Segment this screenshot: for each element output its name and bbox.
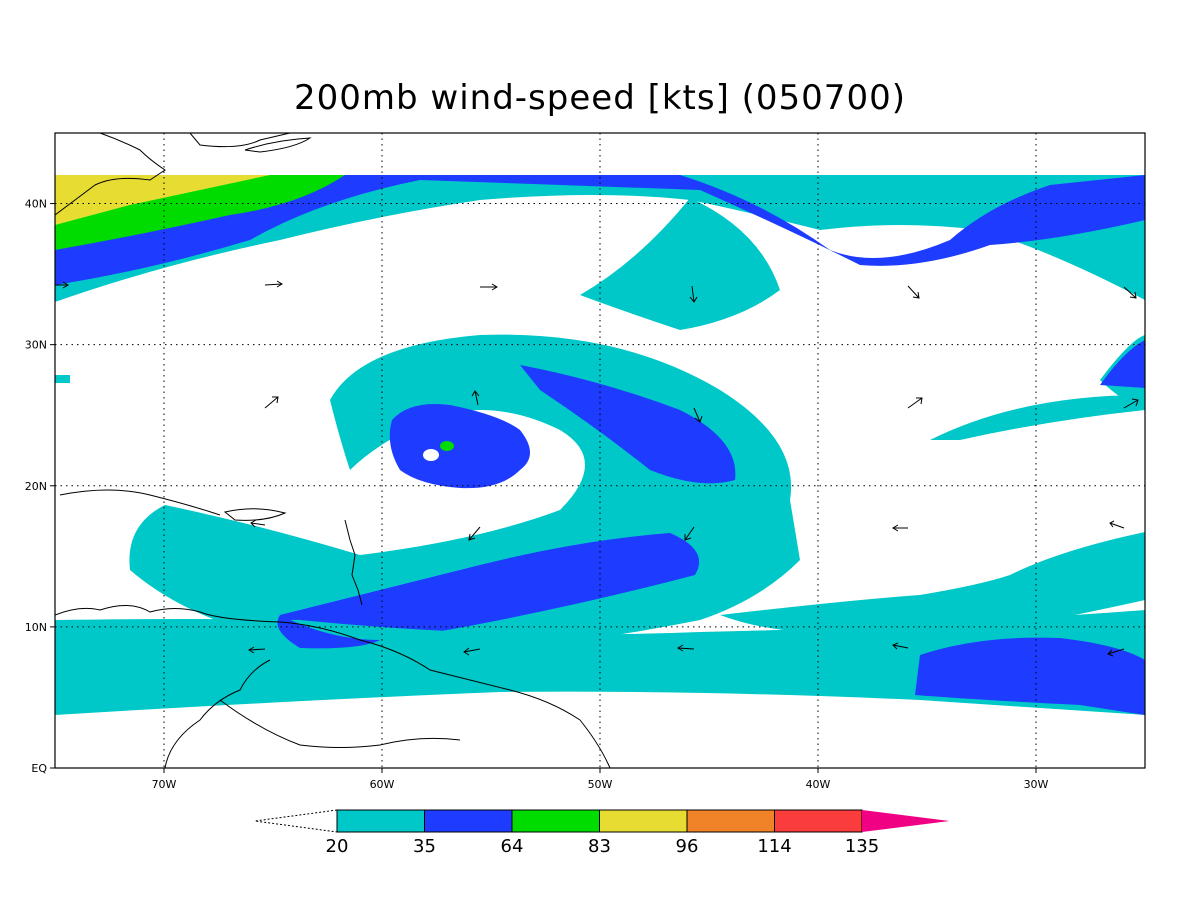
coast-central-america (55, 605, 281, 623)
colorbar-swatch (424, 809, 513, 833)
colorbar-level-label: 20 (326, 836, 349, 857)
wind-arrow (892, 642, 909, 650)
contour-35-64-southeast (915, 637, 1145, 715)
lat-tick-label: 20N (25, 480, 47, 493)
contour-35-64-south (280, 533, 700, 645)
colorbar-swatch (686, 809, 775, 833)
colorbar-swatch (511, 809, 600, 833)
contour-83-96-nw (55, 175, 270, 225)
colorbar-level-label: 35 (413, 836, 436, 857)
colorbar-level-label: 135 (845, 836, 879, 857)
wind-arrow (684, 526, 695, 541)
coast-north-america (55, 133, 291, 216)
colorbar: 20 35 64 83 96 114 135 (254, 809, 950, 857)
map-title: 200mb wind-speed [kts] (050700) (294, 78, 906, 118)
lon-tick-label: 70W (152, 778, 177, 791)
coast-south-america (164, 621, 611, 768)
contour-35-64-east (1100, 340, 1145, 388)
contour-35-64-swirl-arm (520, 365, 736, 484)
contour-35-64-swirl-core (389, 404, 530, 489)
wind-arrow (463, 647, 481, 656)
contour-35-64-south-2 (277, 615, 380, 649)
wind-arrow (264, 280, 283, 288)
plot-frame (54, 132, 1146, 769)
coast-venezuela-inland (219, 699, 461, 748)
contour-20-35-north-lobe (580, 198, 780, 330)
wind-arrow (892, 524, 908, 532)
wind-arrow (55, 281, 69, 289)
colorbar-above-triangle (862, 810, 950, 832)
lat-tick-label: EQ (31, 762, 47, 775)
contour-20-35-north (55, 175, 1145, 302)
coast-antilles (344, 519, 363, 606)
lat-tick-label: 10N (25, 621, 47, 634)
coast-hispaniola (223, 508, 287, 521)
lon-tick-label: 40W (806, 778, 831, 791)
lon-tick-label: 60W (370, 778, 395, 791)
contour-below-20-core (423, 449, 439, 461)
coast-caribbean-cuba (59, 489, 221, 516)
wind-vectors (55, 280, 1139, 657)
wind-arrow (689, 285, 698, 303)
coastlines (55, 133, 611, 768)
wind-arrow (264, 396, 279, 409)
wind-arrow (480, 283, 498, 291)
contour-20-35-southeast (720, 532, 1145, 632)
wind-arrow (907, 285, 920, 299)
wind-arrow (468, 526, 481, 541)
wind-arrow (1107, 648, 1125, 657)
contour-20-35-west-edge (55, 375, 70, 383)
colorbar-level-label: 96 (676, 836, 699, 857)
contour-20-35-east (930, 395, 1145, 440)
wind-arrow (907, 397, 923, 409)
lon-tick-label: 30W (1024, 778, 1049, 791)
wind-arrow (1109, 520, 1125, 529)
lat-tick-label: 40N (25, 198, 47, 211)
colorbar-level-label: 114 (757, 836, 791, 857)
contour-35-64-north-2 (330, 175, 680, 176)
colorbar-swatch (599, 809, 688, 833)
colorbar-swatch (336, 809, 425, 833)
wind-arrow (250, 519, 266, 528)
lat-lon-grid (50, 133, 1145, 773)
colorbar-swatch (774, 809, 863, 833)
coast-nova-scotia (244, 137, 312, 153)
wind-arrow (1123, 286, 1137, 299)
wind-arrow (1123, 398, 1139, 409)
contour-35-64-north (55, 175, 1145, 285)
lat-tick-label: 30N (25, 339, 47, 352)
wind-arrow (677, 644, 695, 652)
wind-contours (55, 175, 1145, 715)
colorbar-below-triangle (254, 809, 338, 833)
colorbar-level-label: 83 (588, 836, 611, 857)
wind-arrow (248, 646, 266, 654)
contour-64-83-core (440, 441, 454, 451)
wind-arrow (471, 390, 480, 406)
axis-labels: EQ 10N 20N 30N 40N 70W 60W 50W 40W 30W (25, 198, 1049, 791)
wind-arrow (693, 407, 703, 423)
lon-tick-label: 50W (588, 778, 613, 791)
colorbar-level-label: 64 (501, 836, 524, 857)
